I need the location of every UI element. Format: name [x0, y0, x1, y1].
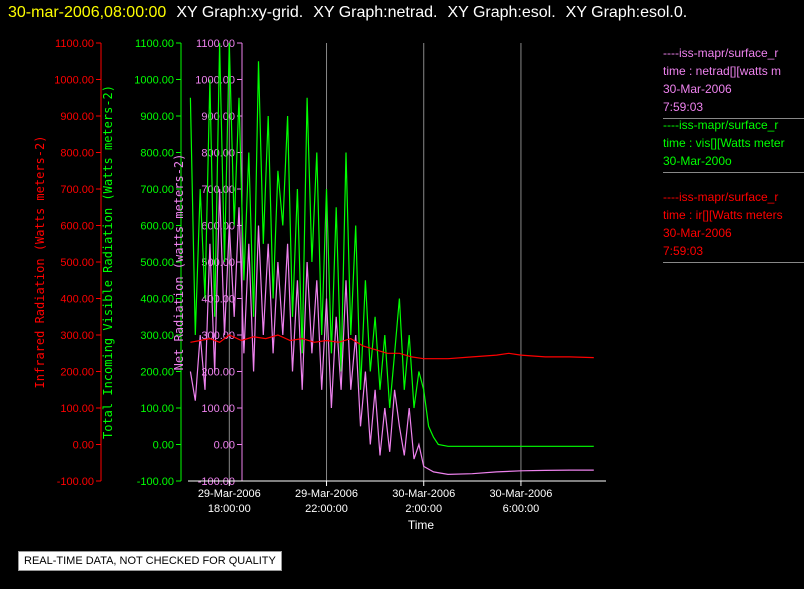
- legend-separator: [663, 172, 804, 173]
- y-tick-label: 1000.00: [134, 75, 174, 87]
- x-tick-label-time: 22:00:00: [305, 503, 348, 515]
- y-tick-label: 700.00: [201, 184, 235, 196]
- y-tick-label: 400.00: [60, 294, 94, 306]
- y-tick-label: 0.00: [214, 440, 235, 452]
- series-line-visible: [189, 42, 594, 447]
- y-tick-label: 0.00: [73, 440, 94, 452]
- y-tick-label: 500.00: [60, 257, 94, 269]
- y-tick-label: 300.00: [140, 330, 174, 342]
- y-tick-label: 700.00: [60, 184, 94, 196]
- y-tick-label: 200.00: [140, 367, 174, 379]
- y-tick-label: 1000.00: [195, 75, 235, 87]
- y-tick-label: -100.00: [198, 476, 235, 488]
- legend-line: ----iss-mapr/surface_r: [663, 118, 779, 132]
- y-tick-label: 100.00: [140, 403, 174, 415]
- y-axis-label: Total Incoming Visible Radiation (Watts …: [101, 85, 115, 439]
- x-tick-label-time: 18:00:00: [208, 503, 251, 515]
- title-bar: 30-mar-2006,08:00:00 XY Graph:xy-grid. XY …: [8, 2, 687, 24]
- y-tick-label: 700.00: [140, 184, 174, 196]
- y-tick-label: 500.00: [140, 257, 174, 269]
- y-tick-label: 300.00: [60, 330, 94, 342]
- title-graph-2: XY Graph:netrad.: [313, 4, 438, 21]
- y-tick-label: 200.00: [60, 367, 94, 379]
- legend-separator: [663, 262, 804, 263]
- y-tick-label: -100.00: [57, 476, 94, 488]
- x-tick-label-date: 30-Mar-2006: [392, 488, 455, 500]
- quality-note: REAL-TIME DATA, NOT CHECKED FOR QUALITY: [18, 551, 282, 571]
- title-graph-1: XY Graph:xy-grid.: [176, 4, 304, 21]
- y-tick-label: 400.00: [140, 294, 174, 306]
- x-tick-label-date: 29-Mar-2006: [198, 488, 261, 500]
- legend-line: time : ir[][Watts meters: [663, 208, 783, 222]
- x-tick-label-time: 2:00:00: [405, 503, 442, 515]
- x-tick-label-date: 30-Mar-2006: [489, 488, 552, 500]
- legend-line: 30-Mar-2006: [663, 226, 732, 240]
- y-tick-label: 1000.00: [54, 75, 94, 87]
- legend-line: 30-Mar-200o: [663, 154, 732, 168]
- y-tick-label: 800.00: [60, 148, 94, 160]
- y-axis-label: Net Radiation (watts meters-2): [172, 154, 186, 371]
- y-tick-label: 100.00: [201, 403, 235, 415]
- legend-line: 7:59:03: [663, 244, 704, 258]
- y-tick-label: 0.00: [153, 440, 174, 452]
- legend-line: time : netrad[][watts m: [663, 64, 782, 78]
- y-tick-label: 1100.00: [55, 38, 94, 50]
- y-tick-label: 400.00: [201, 294, 235, 306]
- y-tick-label: 900.00: [60, 111, 94, 123]
- y-axis-label: Infrared Radiation (Watts meters-2): [33, 136, 47, 389]
- y-tick-label: 1100.00: [135, 38, 174, 50]
- title-graph-3: XY Graph:esol.: [447, 4, 556, 21]
- legend-line: 7:59:03: [663, 100, 704, 114]
- y-tick-label: 200.00: [201, 367, 235, 379]
- y-tick-label: 600.00: [60, 221, 94, 233]
- x-axis-label: Time: [408, 518, 435, 532]
- y-tick-label: 800.00: [140, 148, 174, 160]
- y-tick-label: -100.00: [137, 476, 174, 488]
- x-tick-label-time: 6:00:00: [503, 503, 540, 515]
- legend-line: ----iss-mapr/surface_r: [663, 190, 779, 204]
- legend-line: time : vis[][Watts meter: [663, 136, 785, 150]
- series-line-net: [189, 188, 594, 476]
- legend-line: ----iss-mapr/surface_r: [663, 46, 779, 60]
- y-tick-label: 600.00: [140, 221, 174, 233]
- y-tick-label: 900.00: [140, 111, 174, 123]
- y-tick-label: 1100.00: [196, 38, 235, 50]
- legend-line: 30-Mar-2006: [663, 82, 732, 96]
- x-tick-label-date: 29-Mar-2006: [295, 488, 358, 500]
- y-tick-label: 100.00: [60, 403, 94, 415]
- series-line-infrared: [190, 334, 594, 360]
- legend-separator: [663, 118, 804, 119]
- title-graph-4: XY Graph:esol.0.: [565, 4, 688, 21]
- title-date: 30-mar-2006,08:00:00: [8, 4, 167, 21]
